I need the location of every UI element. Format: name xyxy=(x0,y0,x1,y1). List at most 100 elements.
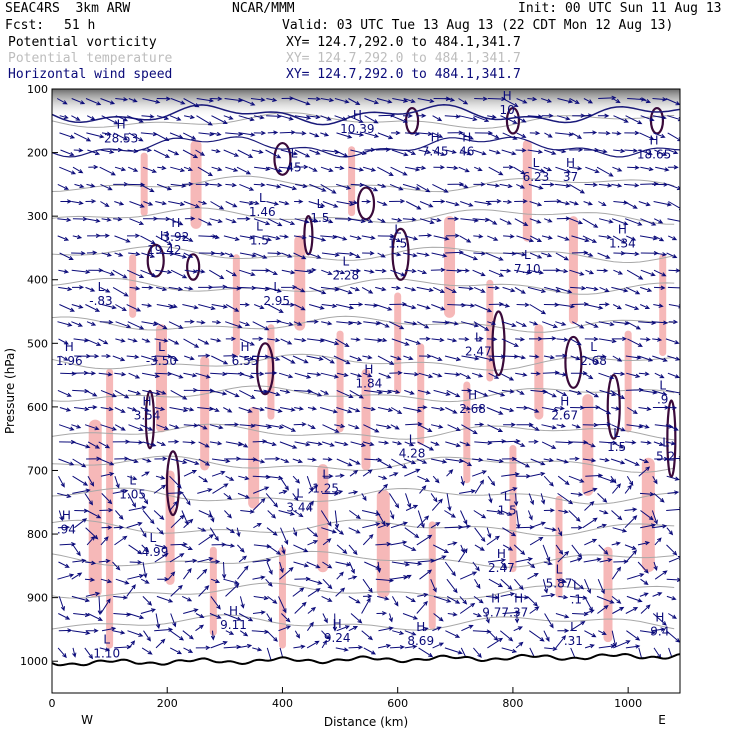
wind-vector xyxy=(461,424,478,435)
wind-vector xyxy=(530,458,546,466)
wind-vector xyxy=(527,149,544,154)
wind-vector xyxy=(153,484,167,494)
wind-vector xyxy=(307,424,316,430)
wind-vector xyxy=(460,510,468,525)
wind-vector xyxy=(377,522,391,529)
wind-vector xyxy=(489,439,507,444)
wind-vector xyxy=(652,627,666,632)
extremum-type-label: H xyxy=(416,620,425,634)
wind-vector xyxy=(569,218,584,225)
wind-vector xyxy=(598,644,616,649)
wind-vector xyxy=(528,493,534,506)
wind-vector xyxy=(142,147,153,153)
wind-vector xyxy=(349,458,361,465)
wind-vector xyxy=(209,613,222,619)
wind-vector xyxy=(72,475,89,486)
wind-vector xyxy=(85,628,99,633)
wind-vector xyxy=(322,538,332,546)
wind-vector xyxy=(280,338,293,345)
wind-vector xyxy=(85,304,101,312)
wind-vector xyxy=(293,510,304,518)
wind-vector xyxy=(57,647,67,659)
wind-vector xyxy=(375,286,387,292)
wind-vector xyxy=(168,439,180,444)
extremum-type-label: L xyxy=(659,378,666,392)
wind-vector xyxy=(516,235,535,243)
pv-shade-blob xyxy=(624,330,632,433)
wind-vector xyxy=(596,422,612,427)
wind-vector xyxy=(321,252,340,257)
wind-vector xyxy=(433,165,445,170)
wind-vector xyxy=(557,475,570,486)
pv-contour xyxy=(564,335,583,389)
wind-vector xyxy=(488,493,493,504)
wind-vector xyxy=(459,235,472,243)
wind-vector xyxy=(418,372,434,379)
wind-vector xyxy=(555,372,568,377)
wind-vector xyxy=(349,235,362,240)
wind-vector xyxy=(419,485,427,494)
wind-vector xyxy=(598,218,614,224)
wind-vector xyxy=(84,577,96,582)
wind-vector xyxy=(279,389,291,394)
wind-vector xyxy=(668,149,679,155)
wind-vector xyxy=(336,571,344,580)
wind-vector xyxy=(321,639,328,649)
wind-vector xyxy=(266,630,278,642)
wind-vector xyxy=(625,218,643,226)
wind-vector xyxy=(198,475,209,483)
wind-vector xyxy=(183,458,200,465)
wind-vector xyxy=(84,424,100,431)
wind-vector xyxy=(170,389,188,400)
wind-vector xyxy=(294,630,300,639)
x-tick-label: 200 xyxy=(157,697,178,710)
wind-vector xyxy=(142,561,148,579)
wind-vector xyxy=(653,303,664,308)
extremum-value-label: 19.42 xyxy=(147,243,181,257)
wind-vector xyxy=(236,527,241,538)
wind-vector xyxy=(417,98,435,103)
wind-vector xyxy=(460,321,479,328)
wind-vector xyxy=(503,422,516,427)
wind-vector xyxy=(72,458,87,468)
wind-vector xyxy=(570,285,587,291)
wind-vector xyxy=(169,475,182,489)
wind-vector xyxy=(128,613,145,620)
wind-vector xyxy=(665,338,680,345)
wind-vector xyxy=(58,424,75,431)
wind-vector xyxy=(169,252,188,259)
wind-vector xyxy=(445,441,461,448)
wind-vector xyxy=(279,130,296,135)
wind-vector xyxy=(281,269,296,275)
wind-vector xyxy=(474,96,488,102)
field-name-theta: Potential temperature xyxy=(8,51,173,66)
wind-vector xyxy=(568,475,585,483)
wind-vector xyxy=(514,613,520,624)
wind-vector xyxy=(210,201,225,210)
wind-vector xyxy=(266,613,273,623)
wind-vector xyxy=(156,115,170,121)
wind-vector xyxy=(100,424,117,431)
extremum-value-label: .1 xyxy=(571,593,582,607)
wind-vector xyxy=(377,407,394,412)
extremum-type-label: L xyxy=(524,248,531,262)
wind-vector xyxy=(265,424,285,430)
wind-vector xyxy=(392,441,403,446)
extremum-value-label: .9 xyxy=(657,392,668,406)
wind-vector xyxy=(557,550,570,563)
wind-vector xyxy=(239,596,245,609)
wind-vector xyxy=(583,113,593,118)
wind-vector xyxy=(72,630,91,635)
wind-vector xyxy=(142,596,153,606)
wind-vector xyxy=(127,148,139,154)
wind-vector xyxy=(626,573,645,580)
wind-vector xyxy=(652,524,668,529)
wind-vector xyxy=(336,544,348,554)
wind-vector xyxy=(252,407,265,412)
wind-vector xyxy=(196,568,208,580)
wind-vector xyxy=(391,285,402,291)
wind-vector xyxy=(157,165,167,171)
wind-vector xyxy=(375,268,387,274)
wind-vector xyxy=(543,561,553,566)
extremum-value-label: 1.5 xyxy=(388,237,407,251)
